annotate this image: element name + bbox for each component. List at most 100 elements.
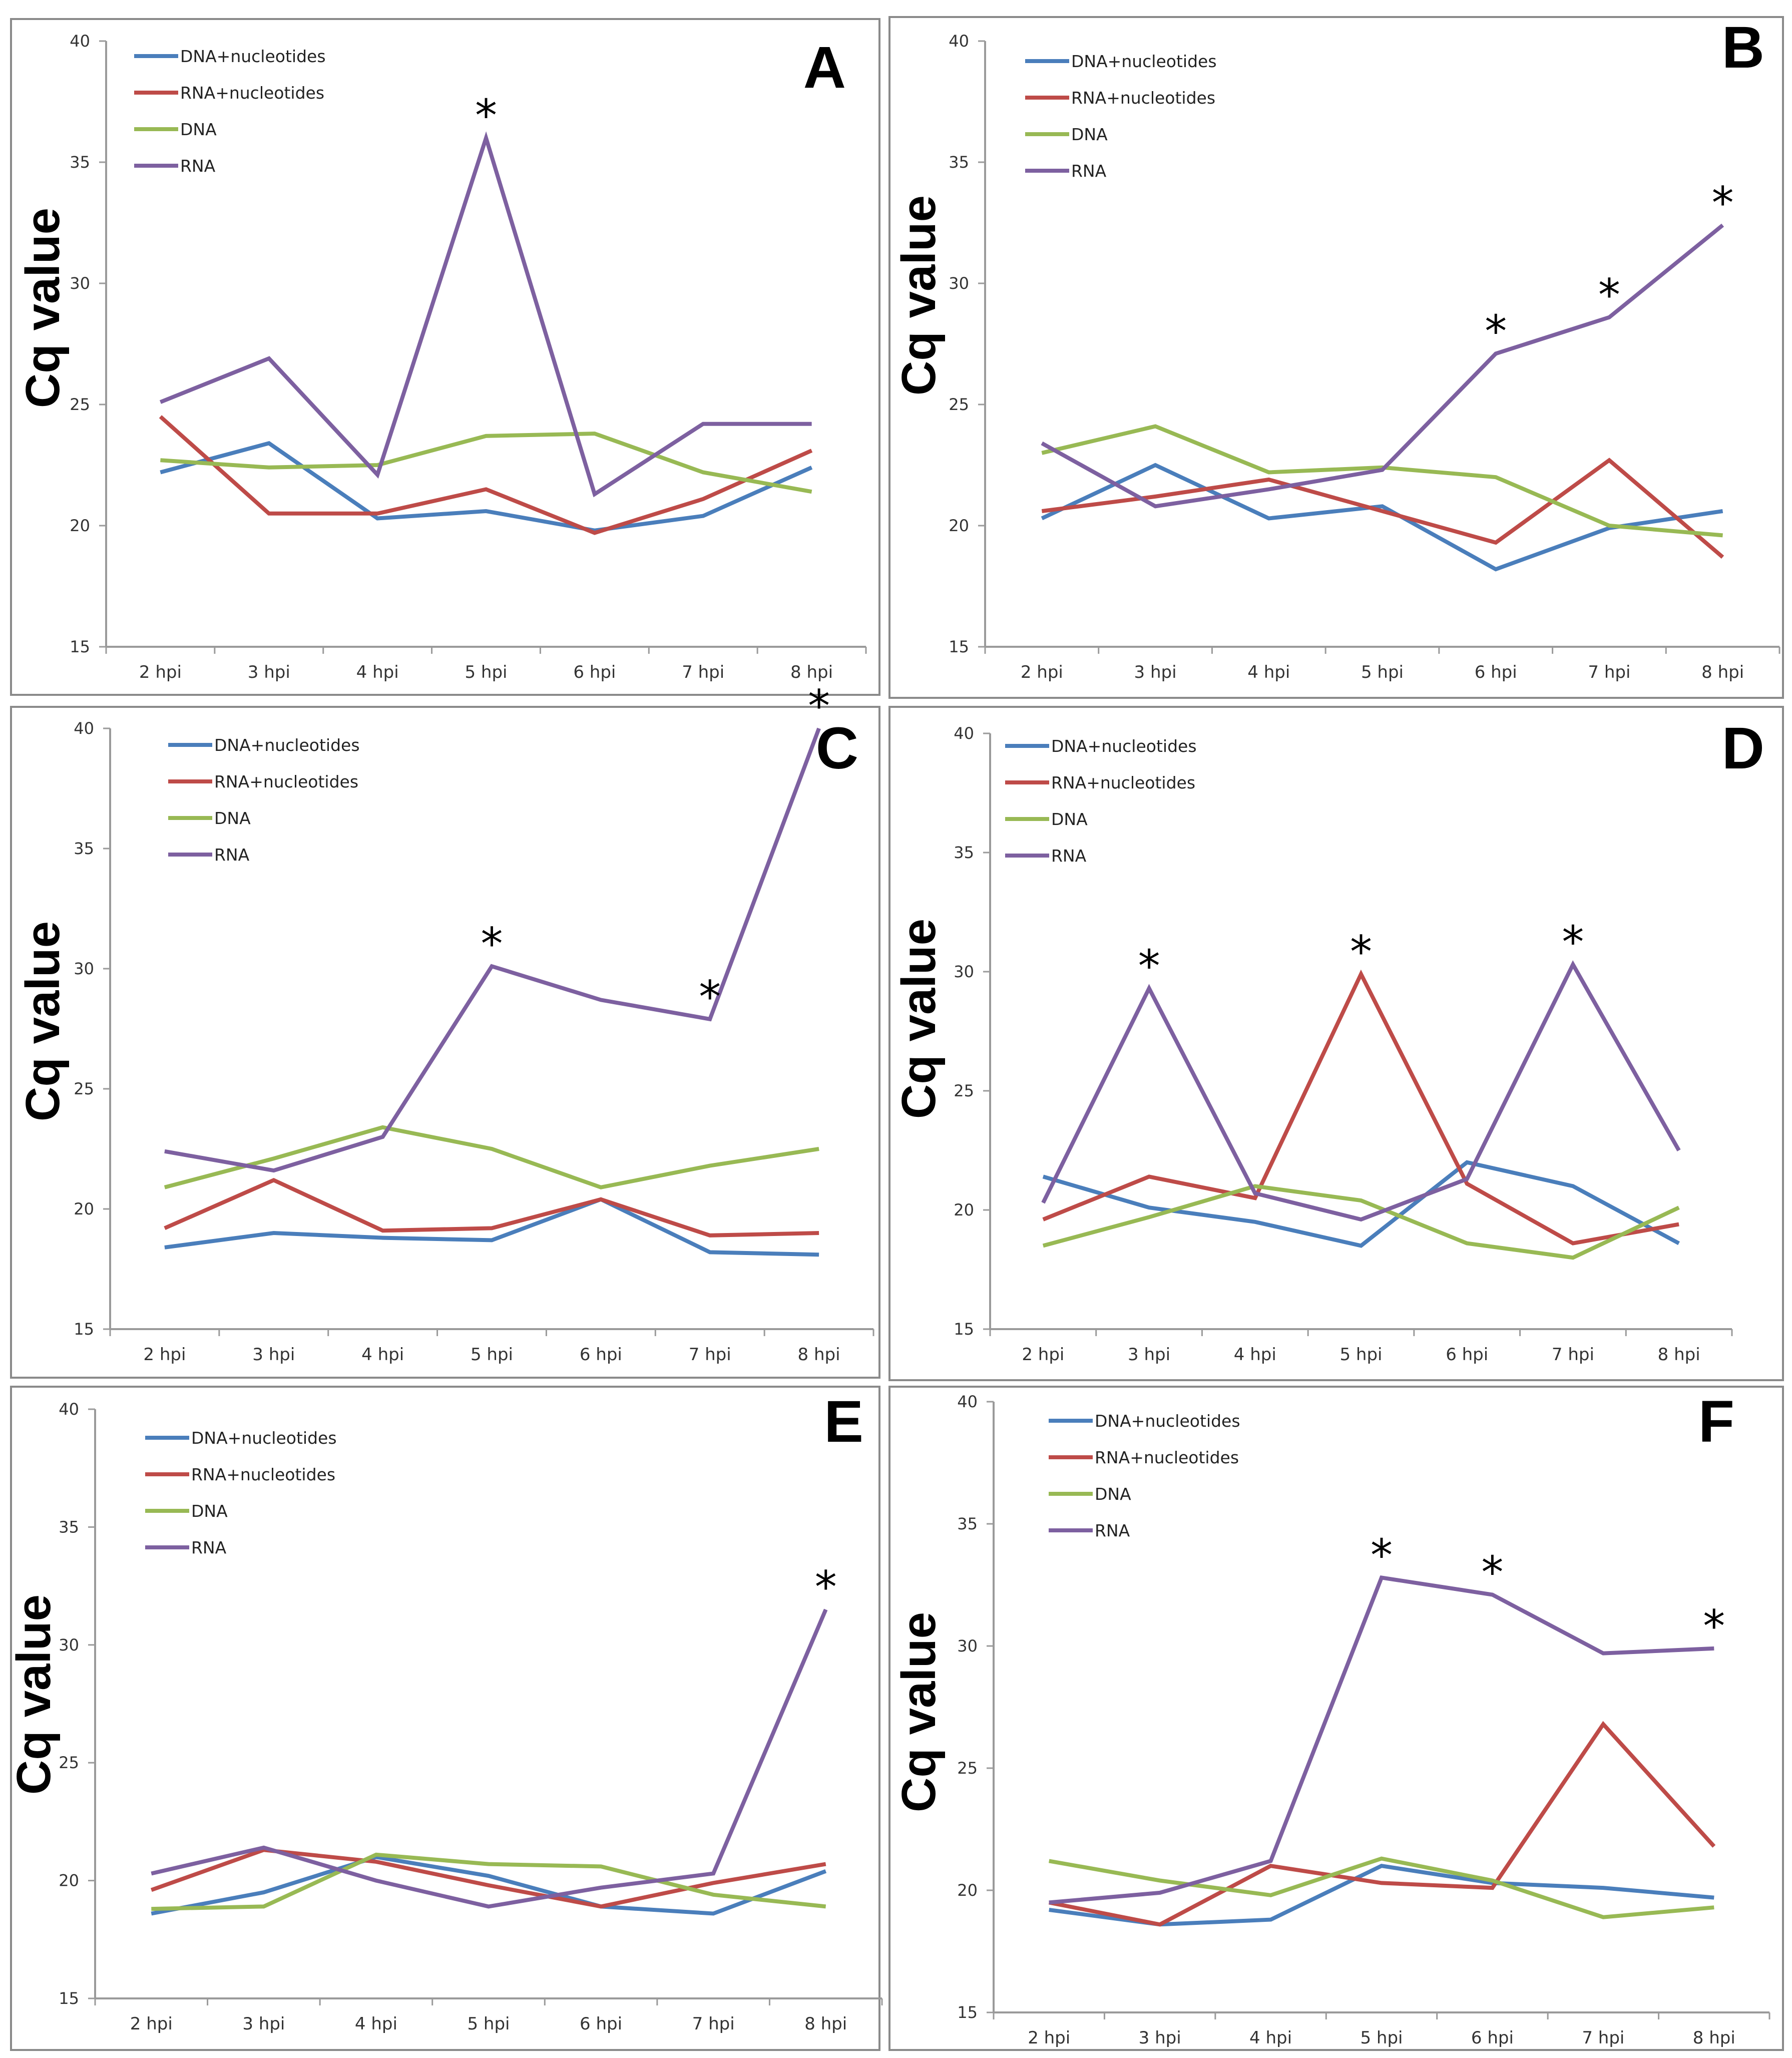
legend-label: RNA+nucleotides [191, 1465, 335, 1484]
legend-label: DNA+nucleotides [191, 1428, 337, 1448]
y-tick-label: 40 [954, 724, 974, 743]
x-tick-label: 8 hpi [1701, 662, 1744, 682]
legend-label: RNA [191, 1538, 227, 1557]
panel-letter: D [1722, 715, 1764, 781]
series-line-rna [151, 1608, 828, 1909]
y-tick-label: 40 [74, 719, 94, 738]
legend-label: DNA [1071, 125, 1108, 144]
x-tick-label: 8 hpi [1658, 1345, 1700, 1365]
panel-frame [10, 18, 880, 696]
x-tick-label: 2 hpi [1028, 2028, 1070, 2048]
panel-b: 15 20 25 30 35 40 2 hpi 3 hpi 4 hpi 5 hpi 6 hpi 7 h… [888, 15, 1784, 699]
x-tick-label: 5 hpi [1360, 2028, 1403, 2048]
y-axis-title: Cq value [892, 1612, 946, 1812]
panel-letter: E [824, 1389, 863, 1455]
legend-label: DNA [191, 1501, 228, 1521]
legend-label: DNA [214, 808, 251, 828]
y-tick-label: 40 [70, 32, 90, 51]
panel-frame [10, 1386, 880, 2051]
y-tick-label: 25 [70, 395, 90, 414]
series-line-rna [1041, 223, 1724, 509]
significance-asterisk: * [1371, 1529, 1393, 1581]
y-tick-label: 30 [59, 1635, 79, 1655]
x-tick-label: 6 hpi [580, 1345, 622, 1365]
panel-frame [888, 16, 1784, 699]
legend-label: RNA [1051, 846, 1087, 866]
significance-asterisk: * [1598, 269, 1620, 321]
y-tick-label: 40 [949, 32, 969, 51]
x-tick-label: 4 hpi [356, 662, 399, 682]
x-tick-label: 4 hpi [1249, 2028, 1292, 2048]
y-tick-label: 35 [957, 1514, 978, 1533]
series-line-rna-plus-nucleotides [1041, 458, 1724, 559]
x-tick-label: 7 hpi [692, 2014, 735, 2034]
y-axis-title: Cq value [7, 1594, 61, 1795]
significance-asterisk: * [1712, 177, 1734, 229]
y-tick-label: 35 [59, 1517, 79, 1536]
panel-a: 15 20 25 30 35 40 2 hpi 3 hpi 4 hpi 5 hpi 6 hpi 7 h… [10, 18, 880, 696]
panel-f: 15 20 25 30 35 40 2 hpi 3 hpi 4 hpi 5 hpi 6 hpi 7 h… [888, 1386, 1784, 2051]
series-line-dna-plus-nucleotides [164, 1197, 819, 1257]
x-tick-label: 7 hpi [689, 1345, 731, 1365]
series-line-rna-plus-nucleotides [1042, 969, 1679, 1246]
y-tick-label: 15 [70, 637, 90, 656]
series-line-rna [159, 131, 812, 498]
x-tick-label: 6 hpi [1446, 1345, 1488, 1365]
y-tick-label: 25 [74, 1079, 94, 1098]
y-tick-label: 35 [74, 839, 94, 858]
significance-asterisk: * [808, 680, 830, 732]
y-tick-label: 30 [70, 274, 90, 293]
significance-asterisk: * [699, 971, 721, 1023]
legend-label: DNA [1095, 1484, 1131, 1504]
legend-label: RNA+nucleotides [1051, 773, 1195, 792]
x-tick-label: 3 hpi [248, 662, 290, 682]
panel-letter: B [1722, 15, 1764, 81]
x-tick-label: 8 hpi [790, 662, 833, 682]
y-tick-label: 25 [949, 395, 969, 414]
x-tick-label: 5 hpi [1339, 1345, 1382, 1365]
panel-c: 15 20 25 30 35 40 2 hpi 3 hpi 4 hpi 5 hpi 6 hpi 7 h… [10, 680, 880, 1379]
x-tick-label: 3 hpi [1128, 1345, 1170, 1365]
x-tick-label: 7 hpi [1552, 1345, 1594, 1365]
x-tick-label: 3 hpi [252, 1345, 295, 1365]
x-tick-label: 5 hpi [467, 2014, 510, 2034]
y-tick-label: 20 [74, 1199, 94, 1218]
legend-label: DNA+nucleotides [1071, 52, 1217, 71]
significance-asterisk: * [475, 90, 497, 142]
x-tick-label: 6 hpi [580, 2014, 622, 2034]
series-line-dna-plus-nucleotides [1042, 1160, 1680, 1248]
x-tick-label: 7 hpi [1582, 2028, 1624, 2048]
series-line-rna [1041, 960, 1681, 1222]
x-tick-label: 2 hpi [130, 2014, 173, 2034]
y-tick-label: 20 [70, 516, 90, 535]
series-line-dna [151, 1852, 826, 1911]
panel-letter: F [1698, 1389, 1734, 1455]
y-tick-label: 25 [59, 1753, 79, 1772]
panel-d: 15 20 25 30 35 40 2 hpi 3 hpi 4 hpi 5 hpi 6 hpi 7 h… [888, 706, 1784, 1381]
significance-asterisk: * [481, 918, 503, 970]
x-tick-label: 2 hpi [1021, 662, 1063, 682]
x-tick-label: 3 hpi [1139, 2028, 1181, 2048]
y-tick-label: 35 [954, 843, 974, 862]
x-tick-label: 6 hpi [1471, 2028, 1514, 2048]
series-line-rna-plus-nucleotides [159, 415, 813, 535]
y-tick-label: 15 [74, 1320, 94, 1339]
y-tick-label: 40 [957, 1392, 978, 1411]
legend-label: DNA+nucleotides [180, 47, 326, 66]
legend-label: DNA+nucleotides [1095, 1411, 1240, 1431]
series-line-rna-plus-nucleotides [150, 1848, 826, 1909]
significance-asterisk: * [1350, 926, 1372, 978]
panel-frame [888, 706, 1784, 1381]
y-tick-label: 35 [70, 153, 90, 172]
x-tick-label: 2 hpi [1022, 1345, 1064, 1365]
x-tick-label: 4 hpi [355, 2014, 397, 2034]
x-tick-label: 8 hpi [798, 1345, 840, 1365]
x-tick-label: 8 hpi [1693, 2028, 1735, 2048]
significance-asterisk: * [1703, 1600, 1725, 1652]
legend-label: DNA [1051, 809, 1088, 829]
x-tick-label: 8 hpi [804, 2014, 847, 2034]
legend-label: DNA [180, 120, 217, 139]
x-tick-label: 4 hpi [361, 1345, 404, 1365]
legend-label: RNA [1095, 1521, 1130, 1540]
x-tick-label: 5 hpi [465, 662, 507, 682]
